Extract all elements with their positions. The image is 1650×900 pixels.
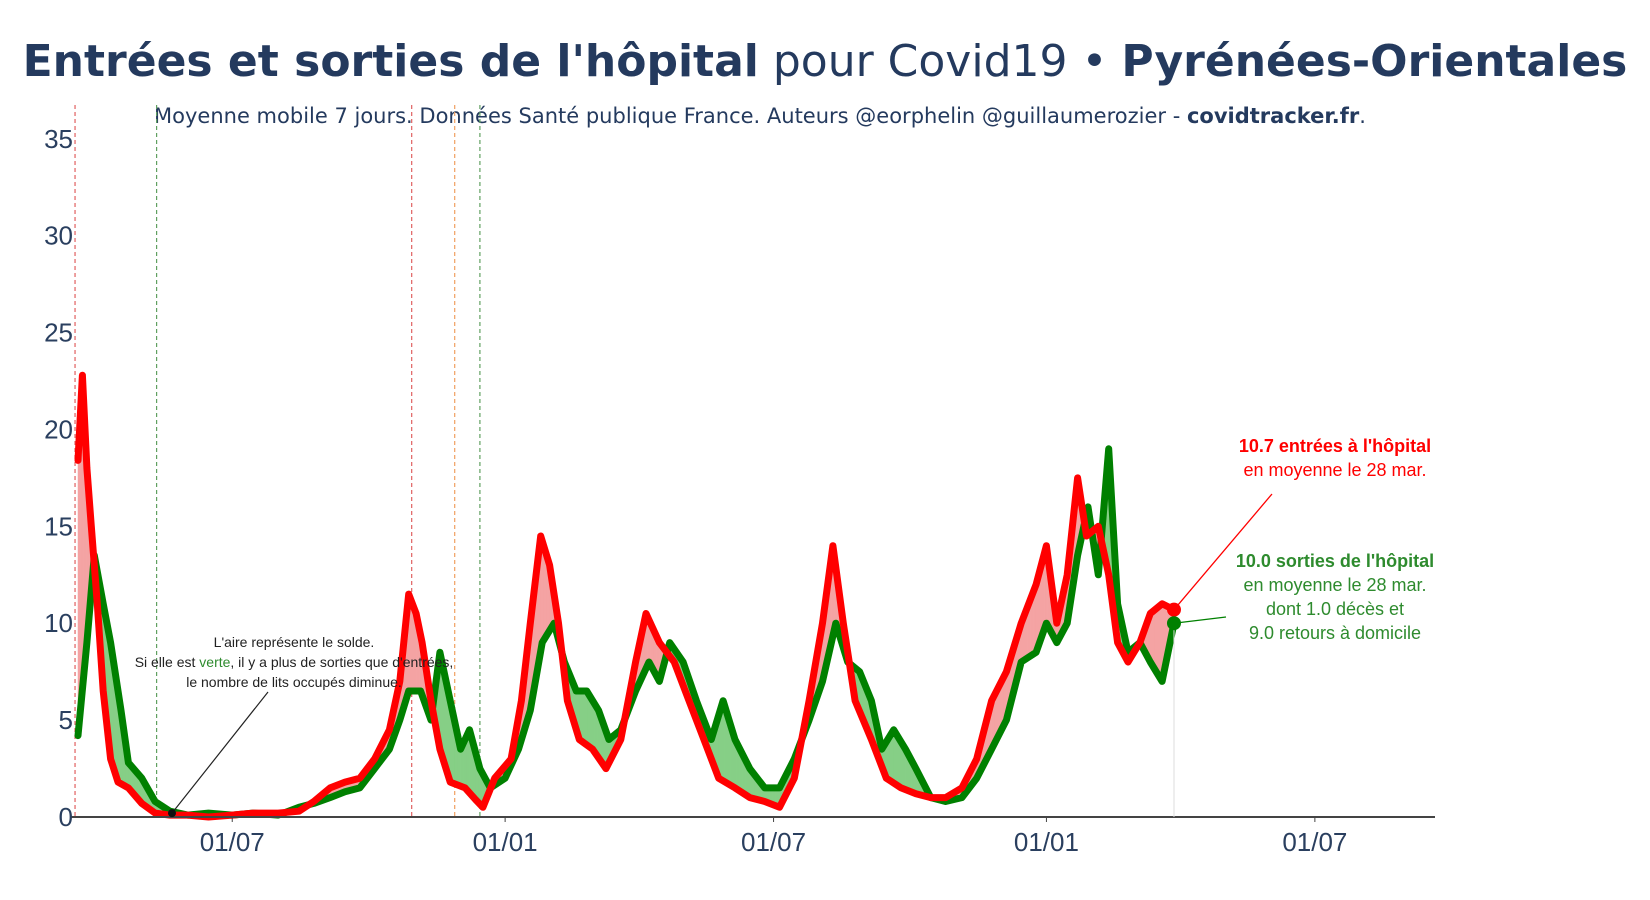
entries-last-point (1166, 602, 1181, 617)
y-tick-label: 5 (59, 705, 73, 735)
exits-annotation-line4: 9.0 retours à domicile (1249, 623, 1421, 643)
subtitle-end: . (1359, 104, 1366, 128)
y-tick-label: 20 (44, 414, 73, 444)
note-line2-green-word: verte (199, 654, 230, 670)
y-tick-label: 30 (44, 221, 73, 251)
note-line2: Si elle est verte, il y a plus de sortie… (135, 654, 454, 670)
series-lines (74, 371, 1178, 821)
note-line3: le nombre de lits occupés diminue. (186, 674, 402, 690)
y-tick-label: 15 (44, 511, 73, 541)
balance-area-segment (721, 705, 725, 783)
note-line2-start: Si elle est (135, 654, 200, 670)
x-tick-label: 01/01 (1014, 827, 1079, 857)
title-part3: Pyrénées-Orientales (1121, 36, 1628, 87)
balance-area-segment (1157, 604, 1161, 680)
y-tick-label: 25 (44, 318, 73, 348)
title-part1: Entrées et sorties de l'hôpital (22, 36, 759, 87)
chart-title: Entrées et sorties de l'hôpital pour Cov… (0, 36, 1650, 87)
x-tick-label: 01/07 (1282, 827, 1347, 857)
entries-annotation-subtitle: en moyenne le 28 mar. (1243, 460, 1426, 480)
subtitle-text: Moyenne mobile 7 jours. Données Santé pu… (154, 104, 1187, 128)
x-tick-label: 01/07 (200, 827, 265, 857)
balance-area-segment (581, 690, 586, 745)
subtitle-site: covidtracker.fr (1186, 104, 1360, 128)
title-part2: pour Covid19 • (758, 36, 1122, 87)
note-pointer-dot (168, 809, 176, 818)
exits-last-point (1166, 616, 1181, 631)
chart-subtitle: Moyenne mobile 7 jours. Données Santé pu… (0, 104, 1520, 128)
exits-annotation-title: 10.0 sorties de l'hôpital (1236, 551, 1434, 571)
balance-areas (77, 403, 1175, 818)
note-line1: L'aire représente le solde. (214, 634, 375, 650)
exits-annotation-line3: dont 1.0 décès et (1266, 599, 1404, 619)
x-tick-label: 01/07 (741, 827, 806, 857)
note-pointer-line (171, 691, 269, 814)
x-axis-ticks: 01/07 01/01 01/07 01/01 01/07 (200, 817, 1347, 857)
vertical-markers (74, 105, 481, 817)
y-tick-label: 35 (44, 124, 73, 154)
exits-annotation-line2: en moyenne le 28 mar. (1243, 575, 1426, 595)
y-tick-label: 10 (44, 608, 73, 638)
note-line2-end: , il y a plus de sorties que d'entrées, (230, 654, 453, 670)
exits-pointer-line (1173, 616, 1227, 624)
x-tick-label: 01/01 (473, 827, 538, 857)
exits-line (74, 445, 1178, 819)
entries-annotation-title: 10.7 entrées à l'hôpital (1239, 436, 1431, 456)
y-axis-ticks: 0 5 10 15 20 25 30 35 (44, 124, 73, 832)
entries-pointer-line (1173, 493, 1273, 611)
y-tick-label: 0 (59, 802, 73, 832)
entries-line (74, 371, 1178, 821)
